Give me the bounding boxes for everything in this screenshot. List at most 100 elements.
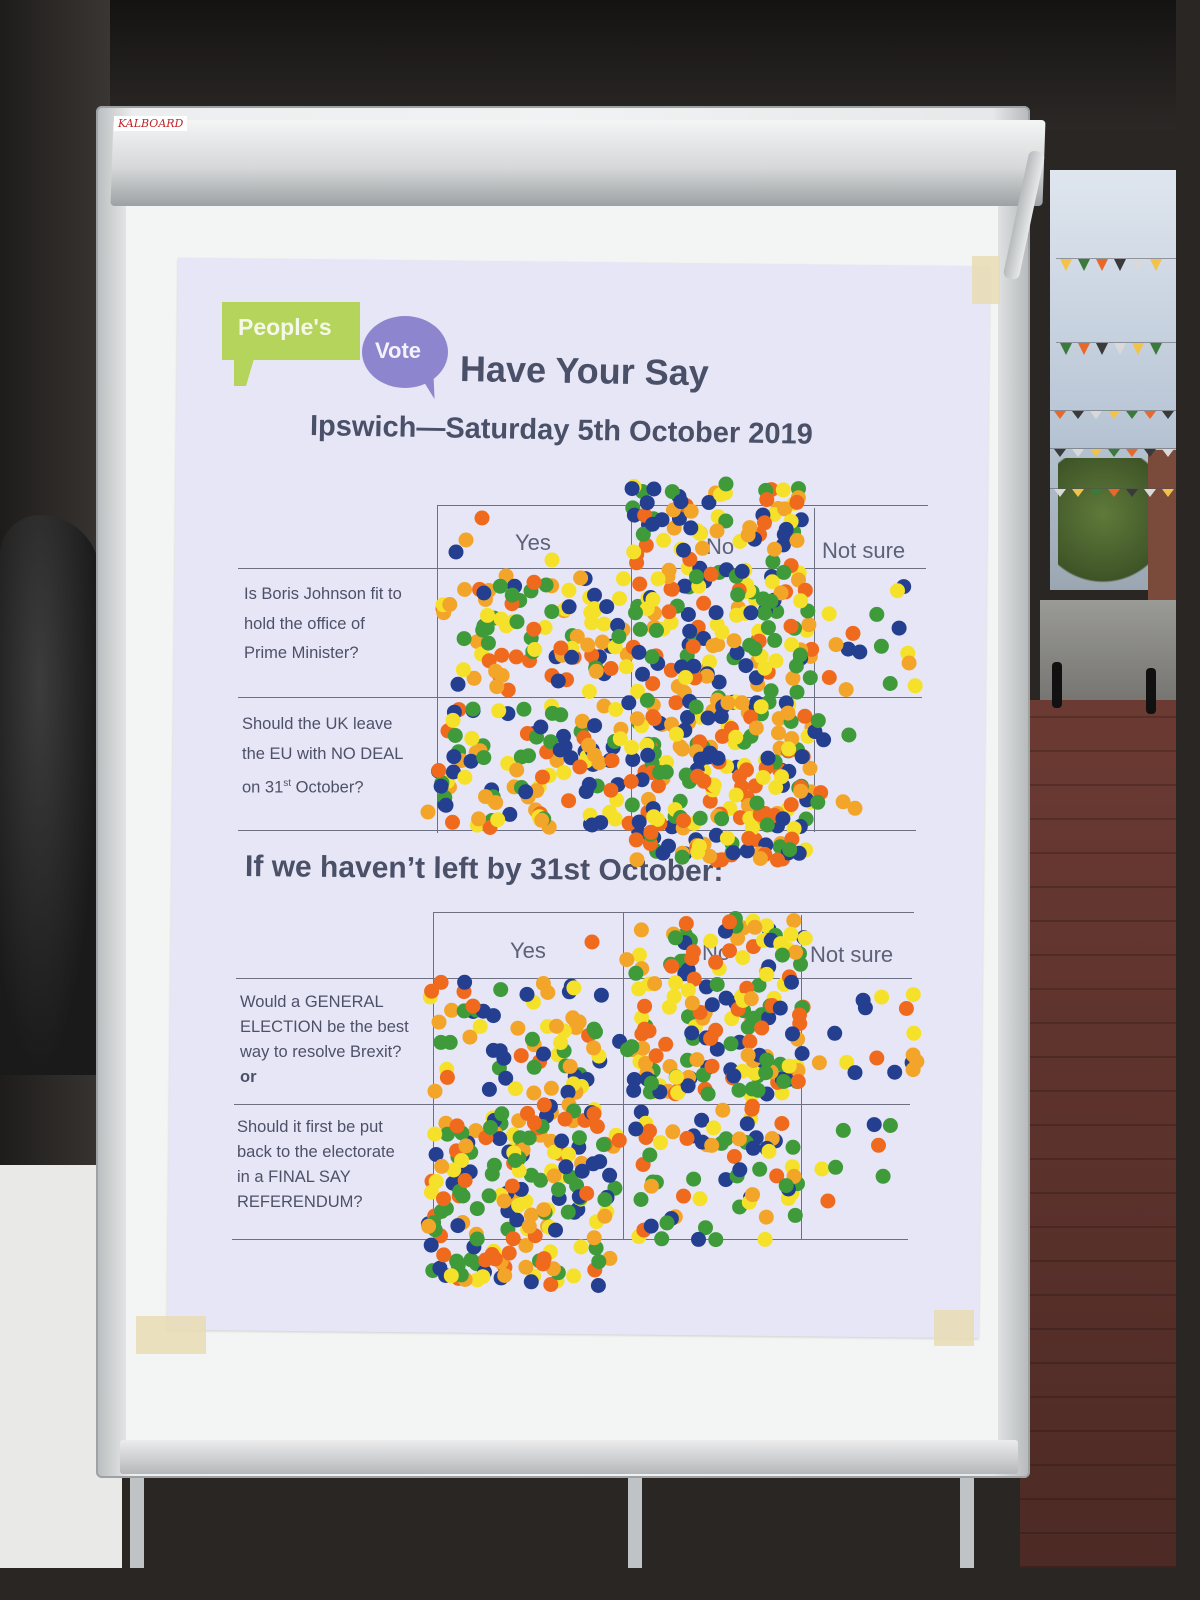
sticker-dot <box>677 578 693 594</box>
sticker-dot <box>438 1115 454 1131</box>
sticker-dot <box>758 1209 774 1225</box>
grid-line <box>434 912 914 913</box>
sticker-dot <box>536 1202 552 1218</box>
sticker-dot <box>700 1086 716 1102</box>
sticker-dot <box>661 604 677 620</box>
sticker-dot <box>623 774 639 789</box>
bunting-flag <box>1144 411 1156 419</box>
sticker-dot <box>645 676 661 692</box>
sticker-dot <box>680 982 696 998</box>
sticker-dot <box>644 649 660 665</box>
sticker-dot <box>587 747 602 763</box>
sticker-dot <box>743 605 759 621</box>
sticker-dot <box>611 1132 627 1148</box>
person-coat <box>0 515 100 1075</box>
sticker-dot <box>828 637 844 653</box>
sticker-dot <box>561 599 577 615</box>
sticker-dot <box>633 922 649 938</box>
sticker-dot <box>581 776 597 792</box>
sticker-dot <box>714 811 730 827</box>
sticker-dot <box>696 595 712 611</box>
sticker-dot <box>827 1025 843 1041</box>
sticker-dot <box>457 1173 473 1188</box>
sticker-dot <box>722 914 737 930</box>
sticker-dot <box>866 1117 882 1133</box>
sticker-dot <box>683 503 699 519</box>
sticker-dot <box>890 583 905 599</box>
sticker-dot <box>436 1247 452 1263</box>
sticker-dot <box>630 683 646 699</box>
sticker-dot <box>624 739 640 755</box>
sticker-dot <box>427 1083 443 1099</box>
sticker-dot <box>523 1167 539 1183</box>
sticker-dot <box>450 676 466 692</box>
sticker-dot <box>573 570 589 586</box>
tree <box>1058 458 1148 598</box>
sticker-dot <box>774 769 789 785</box>
sticker-dot <box>619 952 635 968</box>
sticker-dot <box>821 670 837 685</box>
sticker-dot <box>604 753 620 768</box>
sticker-dot <box>562 1058 578 1074</box>
bunting-flag <box>1108 449 1120 457</box>
sticker-dot <box>554 1133 570 1149</box>
sticker-dot <box>431 763 447 778</box>
sticker-dot <box>730 587 746 603</box>
question-boris-fit: Is Boris Johnson fit to hold the office … <box>244 580 444 669</box>
sticker-dot <box>628 832 644 848</box>
sticker-dot <box>446 1162 462 1178</box>
sticker-dot <box>543 1277 559 1292</box>
sticker-dot <box>603 782 619 798</box>
photo-scene: KALBOARD People's Vote Have Your Say Ips… <box>0 0 1176 1568</box>
sticker-dot <box>574 713 590 729</box>
speech-tail-icon <box>234 352 256 386</box>
sticker-dot <box>734 563 750 579</box>
sticker-dot <box>624 1039 640 1055</box>
sticker-dot <box>569 629 585 644</box>
sticker-dot <box>507 1153 523 1168</box>
sticker-dot <box>794 1046 810 1061</box>
question-general-election: Would a GENERAL ELECTION be the best way… <box>240 990 440 1090</box>
sticker-dot <box>820 1193 836 1209</box>
sticker-dot <box>428 1174 444 1189</box>
sticker-dot <box>641 1023 657 1039</box>
sticker-dot <box>709 523 725 539</box>
sticker-dot <box>635 666 650 682</box>
sticker-dot <box>511 1197 527 1213</box>
sticker-dot <box>471 811 487 827</box>
sticker-dot <box>607 811 623 827</box>
sticker-dot <box>714 624 730 640</box>
sticker-dot <box>810 713 826 729</box>
sticker-dot <box>439 1069 455 1085</box>
sticker-dot <box>684 995 700 1011</box>
sticker-dot <box>756 605 772 621</box>
sticker-dot <box>652 764 668 780</box>
sticker-dot <box>596 616 612 632</box>
sticker-dot <box>871 1137 886 1153</box>
vote-bubble-icon <box>362 316 448 388</box>
sticker-dot <box>668 726 684 742</box>
sticker-dot <box>665 1124 681 1140</box>
sticker-dot <box>696 773 712 789</box>
sticker-dot <box>625 752 641 767</box>
sticker-dot <box>709 977 725 992</box>
easel-leg <box>628 1470 642 1568</box>
sticker-dot <box>524 1031 540 1047</box>
sticker-dot <box>561 582 577 598</box>
sticker-dot <box>650 571 666 587</box>
sticker-dot <box>845 625 861 641</box>
sticker-dot <box>603 661 619 676</box>
sticker-dot <box>776 564 792 580</box>
sticker-dot <box>597 1208 613 1224</box>
question-line: ELECTION be the best <box>240 1018 409 1036</box>
sticker-dot <box>518 784 534 800</box>
sticker-dot <box>703 566 719 582</box>
sticker-dot <box>533 719 549 735</box>
sticker-dot <box>550 673 566 689</box>
sticker-dot <box>466 670 482 686</box>
sticker-dot <box>633 1192 649 1207</box>
sticker-dot <box>664 484 680 500</box>
sticker-dot <box>597 1192 613 1208</box>
sticker-dot <box>465 701 481 717</box>
sticker-dot <box>423 1237 439 1253</box>
